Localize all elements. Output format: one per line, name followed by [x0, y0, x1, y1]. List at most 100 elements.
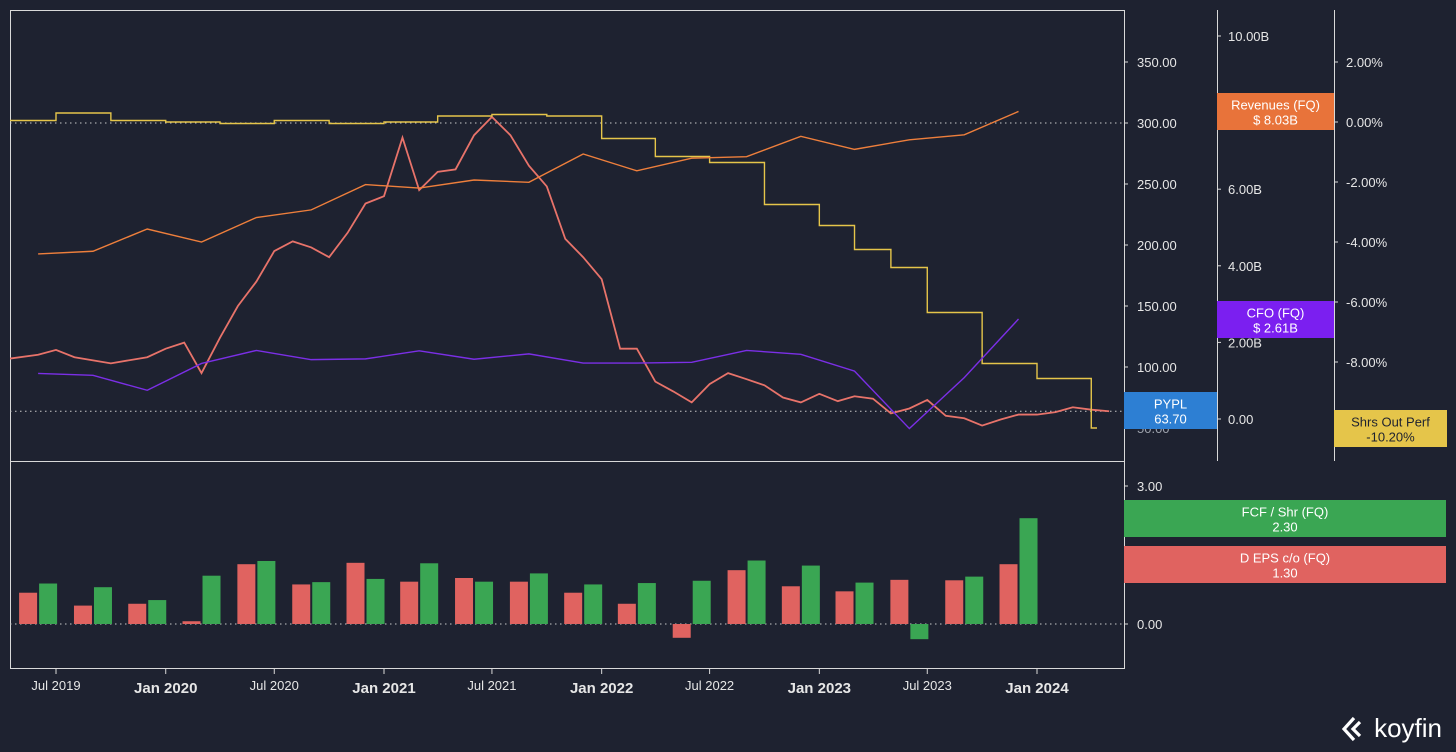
eps-bar [19, 592, 38, 624]
fcf-bar [910, 624, 929, 640]
fcf-bar [584, 584, 603, 624]
perf-axis-tick: -6.00% [1346, 295, 1388, 310]
pypl-line [10, 115, 1110, 427]
perf-axis-tick: -4.00% [1346, 235, 1388, 250]
pypl-last-label-bg [1124, 392, 1217, 429]
fcf-bar [420, 563, 439, 624]
eps-bar [182, 621, 201, 624]
main-series-group [10, 110, 1110, 430]
eps-bar [455, 578, 474, 624]
koyfin-logo: koyfin [1340, 713, 1442, 744]
x-axis-tick-minor: Jul 2019 [31, 678, 80, 693]
x-axis-tick-minor: Jul 2023 [903, 678, 952, 693]
perf-axis-tick: 2.00% [1346, 55, 1383, 70]
eps-bar [945, 580, 964, 624]
fcf-bar [747, 560, 766, 624]
eps-bar [835, 591, 854, 624]
eps-bar [346, 562, 365, 624]
fcf-bar [1019, 518, 1038, 624]
fcf-bar [312, 582, 331, 624]
revenues-fq-line [38, 110, 1019, 255]
shrs-out-perf-line [10, 112, 1097, 429]
revenue-axis-tick: 10.00B [1228, 29, 1269, 44]
lower-axis-tick: 3.00 [1137, 479, 1162, 494]
fcf-bar [692, 580, 711, 624]
price-axis-tick: 300.00 [1137, 116, 1177, 131]
fcf-per-share-last-label-bg [1124, 500, 1446, 537]
revenues-last-label-name: Revenues (FQ) [1231, 98, 1320, 113]
shrs-out-perf-last-label-bg [1334, 410, 1447, 447]
price-axis-tick: 350.00 [1137, 55, 1177, 70]
fcf-per-share-last-label-value: 2.30 [1272, 520, 1297, 535]
fcf-bar [366, 578, 385, 624]
cfo-last-label: CFO (FQ)$ 2.61B [1217, 301, 1334, 338]
shrs-out-perf-last-label: Shrs Out Perf-10.20% [1334, 410, 1447, 447]
lower-panel-frame [10, 461, 1125, 669]
eps-bar [672, 624, 691, 638]
revenue-axis-tick: 6.00B [1228, 182, 1262, 197]
revenue-axis-tick: 4.00B [1228, 259, 1262, 274]
eps-bar [564, 592, 583, 624]
eps-last-label-bg [1124, 546, 1446, 583]
eps-last-label: D EPS c/o (FQ)1.30 [1124, 546, 1446, 583]
x-axis-tick-major: Jan 2021 [352, 680, 415, 697]
perf-axis-tick: -2.00% [1346, 175, 1388, 190]
x-axis-tick-minor: Jul 2022 [685, 678, 734, 693]
revenue-axis-tick: 0.00 [1228, 412, 1253, 427]
eps-bar [781, 586, 800, 624]
x-axis-tick-major: Jan 2020 [134, 680, 197, 697]
eps-bar [237, 564, 256, 624]
x-axis-tick-minor: Jul 2020 [250, 678, 299, 693]
fcf-bar [855, 582, 874, 624]
x-axis-tick-major: Jan 2023 [788, 680, 851, 697]
price-axis-tick: 250.00 [1137, 177, 1177, 192]
eps-bar [617, 603, 636, 624]
price-axis-tick: 200.00 [1137, 238, 1177, 253]
fcf-bar [965, 576, 984, 624]
fcf-per-share-last-label: FCF / Shr (FQ)2.30 [1124, 500, 1446, 537]
fcf-per-share-last-label-name: FCF / Shr (FQ) [1242, 505, 1329, 520]
x-axis-tick-minor: Jul 2021 [467, 678, 516, 693]
price-axis-tick: 150.00 [1137, 299, 1177, 314]
shrs-out-perf-last-label-name: Shrs Out Perf [1351, 415, 1430, 430]
shrs-out-perf-last-label-value: -10.20% [1366, 430, 1415, 445]
cfo-last-label-bg [1217, 301, 1334, 338]
fcf-bar [475, 581, 494, 624]
revenue-axis-tick: 2.00B [1228, 335, 1262, 350]
eps-last-label-name: D EPS c/o (FQ) [1240, 551, 1330, 566]
eps-bar [999, 564, 1018, 624]
price-axis-tick: 100.00 [1137, 360, 1177, 375]
eps-bar [400, 581, 419, 624]
cfo-last-label-value: $ 2.61B [1253, 321, 1298, 336]
cfo-last-label-name: CFO (FQ) [1247, 306, 1305, 321]
pypl-last-label-value: 63.70 [1154, 412, 1187, 427]
fcf-bar [202, 575, 221, 624]
eps-last-label-value: 1.30 [1272, 566, 1297, 581]
eps-bar [727, 570, 746, 624]
eps-bar [292, 584, 311, 624]
eps-bar [73, 605, 92, 624]
x-axis-tick-major: Jan 2022 [570, 680, 633, 697]
perf-axis-tick: 0.00% [1346, 115, 1383, 130]
fcf-bar [529, 573, 548, 624]
fcf-bar [801, 565, 820, 624]
koyfin-logo-icon [1341, 716, 1362, 741]
eps-bar [890, 579, 909, 624]
revenues-last-label-value: $ 8.03B [1253, 113, 1298, 128]
eps-bar [509, 581, 528, 624]
fcf-bar [257, 560, 276, 624]
lower-axis-tick: 0.00 [1137, 617, 1162, 632]
fcf-bar [39, 583, 58, 624]
fcf-bar [148, 600, 167, 624]
koyfin-logo-text: koyfin [1374, 713, 1442, 743]
pypl-last-label-name: PYPL [1154, 397, 1187, 412]
x-axis-tick-major: Jan 2024 [1005, 680, 1069, 697]
eps-bar [128, 603, 147, 624]
cfo-fq-line [38, 318, 1020, 430]
revenues-last-label: Revenues (FQ)$ 8.03B [1217, 93, 1334, 130]
fcf-bar [93, 587, 112, 624]
perf-axis-tick: -8.00% [1346, 355, 1388, 370]
fcf-bar [637, 583, 656, 624]
